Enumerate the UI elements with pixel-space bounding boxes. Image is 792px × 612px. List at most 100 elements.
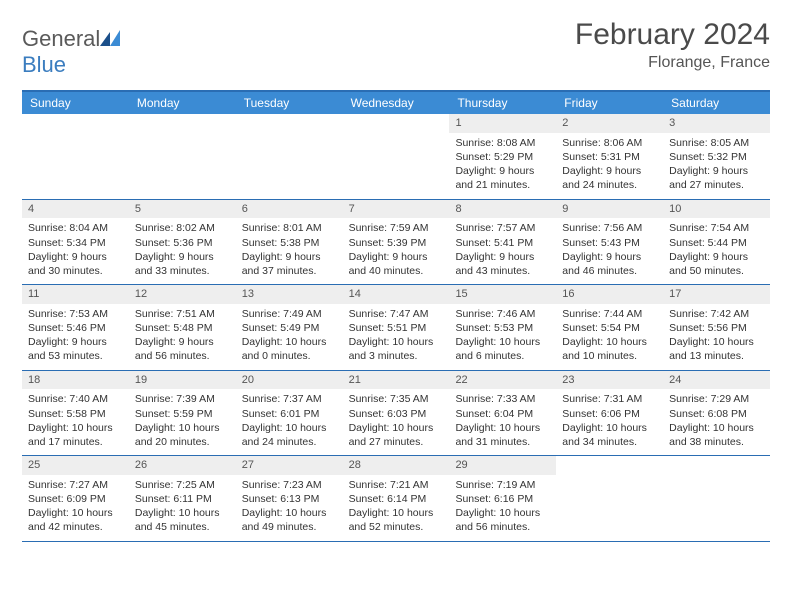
day-daylight2: and 40 minutes. (349, 264, 444, 278)
day-sunset: Sunset: 5:46 PM (28, 321, 123, 335)
day-info: Sunrise: 7:57 AMSunset: 5:41 PMDaylight:… (449, 221, 556, 278)
day-daylight2: and 24 minutes. (242, 435, 337, 449)
day-daylight1: Daylight: 9 hours (669, 164, 764, 178)
day-cell: 15 Sunrise: 7:46 AMSunset: 5:53 PMDayligh… (449, 285, 556, 370)
day-cell: 4Sunrise: 8:04 AMSunset: 5:34 PMDaylight… (22, 200, 129, 285)
day-cell: 17Sunrise: 7:42 AMSunset: 5:56 PMDayligh… (663, 285, 770, 370)
day-sunset: Sunset: 5:53 PM (455, 321, 550, 335)
day-daylight1: Daylight: 10 hours (349, 421, 444, 435)
logo-icon (100, 26, 120, 51)
day-daylight1: Daylight: 10 hours (28, 421, 123, 435)
day-daylight1: Daylight: 10 hours (28, 506, 123, 520)
day-number: 27 (236, 456, 343, 475)
day-sunrise: Sunrise: 7:59 AM (349, 221, 444, 235)
day-daylight2: and 45 minutes. (135, 520, 230, 534)
day-daylight1: Daylight: 10 hours (562, 335, 657, 349)
day-sunset: Sunset: 6:03 PM (349, 407, 444, 421)
day-number: 10 (663, 200, 770, 219)
day-sunrise: Sunrise: 7:49 AM (242, 307, 337, 321)
day-number: 6 (236, 200, 343, 219)
day-number: 12 (129, 285, 236, 304)
day-sunrise: Sunrise: 7:27 AM (28, 478, 123, 492)
day-cell: 26 Sunrise: 7:25 AMSunset: 6:11 PMDayligh… (129, 456, 236, 541)
day-cell: 14Sunrise: 7:47 AMSunset: 5:51 PMDayligh… (343, 285, 450, 370)
day-info: Sunrise: 7:21 AMSunset: 6:14 PMDaylight:… (343, 478, 450, 535)
day-daylight2: and 43 minutes. (455, 264, 550, 278)
day-daylight1: Daylight: 9 hours (28, 250, 123, 264)
day-number: 16 (556, 285, 663, 304)
day-info: Sunrise: 7:25 AMSunset: 6:11 PMDaylight:… (129, 478, 236, 535)
day-daylight2: and 46 minutes. (562, 264, 657, 278)
day-number: 20 (236, 371, 343, 390)
day-daylight2: and 0 minutes. (242, 349, 337, 363)
day-daylight2: and 31 minutes. (455, 435, 550, 449)
day-sunset: Sunset: 5:51 PM (349, 321, 444, 335)
week-row: 4Sunrise: 8:04 AMSunset: 5:34 PMDaylight… (22, 200, 770, 286)
day-number (129, 114, 236, 133)
day-daylight1: Daylight: 10 hours (242, 506, 337, 520)
day-info: Sunrise: 7:40 AMSunset: 5:58 PMDaylight:… (22, 392, 129, 449)
day-daylight2: and 21 minutes. (455, 178, 550, 192)
logo-part1: General (22, 26, 100, 51)
day-daylight2: and 24 minutes. (562, 178, 657, 192)
day-number: 15 (449, 285, 556, 304)
day-sunset: Sunset: 5:54 PM (562, 321, 657, 335)
day-sunset: Sunset: 5:59 PM (135, 407, 230, 421)
day-info: Sunrise: 7:37 AMSunset: 6:01 PMDaylight:… (236, 392, 343, 449)
day-info: Sunrise: 7:42 AMSunset: 5:56 PMDaylight:… (663, 307, 770, 364)
day-sunset: Sunset: 5:41 PM (455, 236, 550, 250)
day-daylight2: and 10 minutes. (562, 349, 657, 363)
day-sunset: Sunset: 6:14 PM (349, 492, 444, 506)
day-number (556, 456, 663, 475)
day-info: Sunrise: 7:19 AMSunset: 6:16 PMDaylight:… (449, 478, 556, 535)
day-daylight2: and 52 minutes. (349, 520, 444, 534)
day-daylight2: and 56 minutes. (135, 349, 230, 363)
day-daylight1: Daylight: 10 hours (135, 506, 230, 520)
day-number: 25 (22, 456, 129, 475)
day-number: 19 (129, 371, 236, 390)
logo-text: GeneralBlue (22, 26, 120, 78)
day-sunset: Sunset: 5:43 PM (562, 236, 657, 250)
logo-part2: Blue (22, 52, 66, 77)
day-sunrise: Sunrise: 7:25 AM (135, 478, 230, 492)
day-cell: 20 Sunrise: 7:37 AMSunset: 6:01 PMDayligh… (236, 371, 343, 456)
day-sunrise: Sunrise: 7:31 AM (562, 392, 657, 406)
day-number: 29 (449, 456, 556, 475)
day-sunrise: Sunrise: 7:42 AM (669, 307, 764, 321)
day-daylight2: and 6 minutes. (455, 349, 550, 363)
day-sunrise: Sunrise: 7:54 AM (669, 221, 764, 235)
day-daylight1: Daylight: 9 hours (135, 335, 230, 349)
day-number: 13 (236, 285, 343, 304)
day-daylight1: Daylight: 10 hours (455, 421, 550, 435)
day-cell: 29 Sunrise: 7:19 AMSunset: 6:16 PMDayligh… (449, 456, 556, 541)
day-daylight1: Daylight: 10 hours (135, 421, 230, 435)
day-cell: 3Sunrise: 8:05 AMSunset: 5:32 PMDaylight… (663, 114, 770, 199)
day-number: 26 (129, 456, 236, 475)
week-row: 1Sunrise: 8:08 AMSunset: 5:29 PMDaylight… (22, 114, 770, 200)
day-info: Sunrise: 7:33 AMSunset: 6:04 PMDaylight:… (449, 392, 556, 449)
day-info: Sunrise: 7:54 AMSunset: 5:44 PMDaylight:… (663, 221, 770, 278)
day-sunset: Sunset: 5:36 PM (135, 236, 230, 250)
day-daylight1: Daylight: 9 hours (349, 250, 444, 264)
header: GeneralBlue February 2024 Florange, Fran… (22, 18, 770, 78)
day-sunset: Sunset: 6:06 PM (562, 407, 657, 421)
day-daylight1: Daylight: 9 hours (28, 335, 123, 349)
day-daylight1: Daylight: 9 hours (455, 164, 550, 178)
day-info: Sunrise: 7:39 AMSunset: 5:59 PMDaylight:… (129, 392, 236, 449)
day-sunrise: Sunrise: 7:29 AM (669, 392, 764, 406)
day-info: Sunrise: 7:46 AMSunset: 5:53 PMDaylight:… (449, 307, 556, 364)
day-cell (129, 114, 236, 199)
day-cell (236, 114, 343, 199)
day-info: Sunrise: 8:02 AMSunset: 5:36 PMDaylight:… (129, 221, 236, 278)
day-cell: 6Sunrise: 8:01 AMSunset: 5:38 PMDaylight… (236, 200, 343, 285)
day-sunrise: Sunrise: 7:47 AM (349, 307, 444, 321)
day-daylight2: and 33 minutes. (135, 264, 230, 278)
day-cell (556, 456, 663, 541)
day-number: 7 (343, 200, 450, 219)
day-sunrise: Sunrise: 7:53 AM (28, 307, 123, 321)
day-daylight1: Daylight: 10 hours (455, 335, 550, 349)
day-sunset: Sunset: 5:44 PM (669, 236, 764, 250)
day-number: 18 (22, 371, 129, 390)
logo: GeneralBlue (22, 18, 120, 78)
day-info: Sunrise: 7:53 AMSunset: 5:46 PMDaylight:… (22, 307, 129, 364)
